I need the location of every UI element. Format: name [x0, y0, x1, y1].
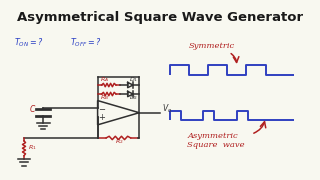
Text: $T_{ON}=$?: $T_{ON}=$? — [14, 36, 44, 49]
Text: Asymmetric: Asymmetric — [187, 132, 238, 140]
Text: $D_1$: $D_1$ — [129, 75, 138, 84]
Text: Symmetric: Symmetric — [189, 42, 235, 50]
Text: $R_A$: $R_A$ — [100, 75, 109, 84]
Text: $R_B$: $R_B$ — [100, 93, 109, 102]
Text: $V_o$: $V_o$ — [162, 102, 172, 115]
Text: C: C — [30, 105, 35, 114]
Text: $R_1$: $R_1$ — [28, 143, 36, 152]
Text: $D_2$: $D_2$ — [129, 93, 138, 102]
Text: $R_2$: $R_2$ — [115, 137, 123, 145]
Text: $-$: $-$ — [98, 103, 106, 112]
Text: $+$: $+$ — [98, 112, 106, 122]
Text: Asymmetrical Square Wave Generator: Asymmetrical Square Wave Generator — [17, 11, 303, 24]
Text: Square  wave: Square wave — [187, 141, 245, 149]
Text: $T_{OFF}=$?: $T_{OFF}=$? — [70, 36, 102, 49]
